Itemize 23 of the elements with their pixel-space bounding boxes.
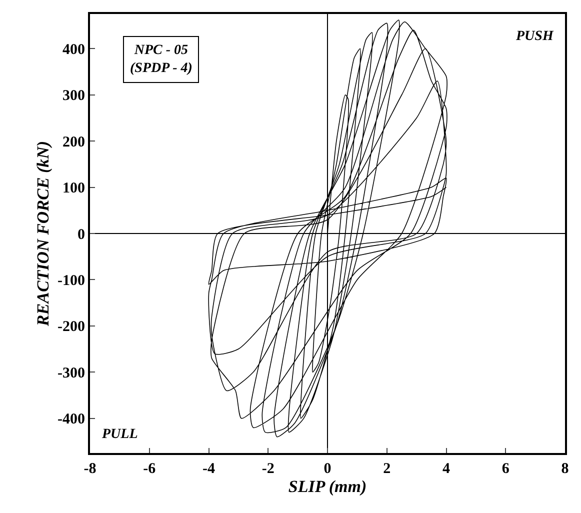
- x-tick-label: 8: [561, 461, 569, 477]
- y-tick-label: 0: [78, 226, 85, 243]
- x-tick-label: 4: [442, 461, 450, 477]
- annotation: NPC - 05 (SPDP - 4): [130, 43, 192, 76]
- x-tick-label: -8: [84, 461, 96, 477]
- y-tick-label: 300: [62, 88, 85, 104]
- y-tick-label: -300: [58, 365, 85, 382]
- y-tick-label: -200: [58, 319, 85, 336]
- x-tick-label: -2: [262, 461, 274, 477]
- annotation: PUSH: [516, 29, 554, 44]
- y-tick-label: -100: [58, 272, 85, 289]
- y-tick-label: 400: [62, 42, 85, 58]
- annotation: PULL: [102, 427, 138, 442]
- x-tick-label: 2: [383, 461, 391, 477]
- x-tick-label: -4: [202, 461, 216, 477]
- y-tick-label: -400: [58, 412, 85, 428]
- x-axis-title: SLIP (mm): [288, 477, 367, 496]
- x-tick-label: -6: [143, 461, 156, 477]
- x-tick-label: 0: [324, 461, 332, 477]
- y-tick-label: 200: [62, 134, 85, 150]
- y-axis-title: REACTION FORCE (kN): [34, 140, 53, 328]
- x-tick-label: 6: [502, 461, 510, 477]
- y-tick-label: 100: [62, 180, 85, 197]
